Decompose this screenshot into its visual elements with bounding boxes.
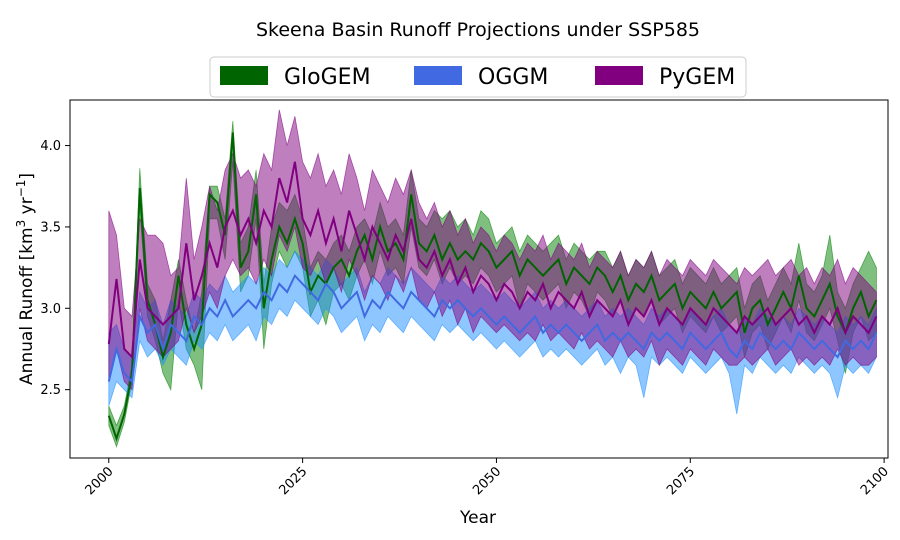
- x-axis-label: Year: [459, 508, 496, 528]
- y-axis-label-part2: yr: [17, 197, 37, 219]
- y-axis-label-part3: ]: [17, 173, 37, 180]
- y-axis-label-part1: Annual Runoff [km: [17, 227, 37, 385]
- y-axis-label-sup1: 3: [14, 220, 28, 228]
- y-tick-label-2.5: 2.5: [40, 383, 61, 398]
- chart-title: Skeena Basin Runoff Projections under SS…: [256, 19, 700, 41]
- legend-swatch-pygem: [595, 66, 643, 85]
- median-line-pygem: [107, 161, 878, 360]
- y-tick-label-4: 4.0: [40, 139, 61, 154]
- series-lines: [107, 132, 878, 442]
- legend-label-pygem: PyGEM: [659, 65, 735, 90]
- legend-label-glogem: GloGEM: [284, 65, 371, 90]
- legend-swatch-glogem: [220, 66, 268, 85]
- y-axis-ticks: 2.5 3.0 3.5 4.0: [40, 139, 70, 398]
- legend-label-oggm: OGGM: [478, 65, 548, 90]
- plot-frame: [69, 99, 889, 459]
- legend: GloGEM OGGM PyGEM: [209, 56, 747, 98]
- legend-swatch-oggm: [414, 66, 462, 85]
- y-axis-label-sup2: −1: [14, 180, 28, 198]
- median-line-oggm: [107, 273, 878, 384]
- y-tick-label-3.5: 3.5: [40, 220, 61, 235]
- y-axis-label: Annual Runoff [km3 yr−1]: [14, 173, 37, 385]
- y-tick-label-3: 3.0: [40, 302, 61, 317]
